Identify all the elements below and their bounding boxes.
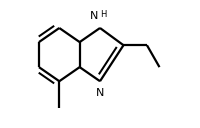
Text: N: N (96, 88, 104, 98)
Text: H: H (100, 10, 106, 19)
Text: N: N (90, 11, 98, 21)
